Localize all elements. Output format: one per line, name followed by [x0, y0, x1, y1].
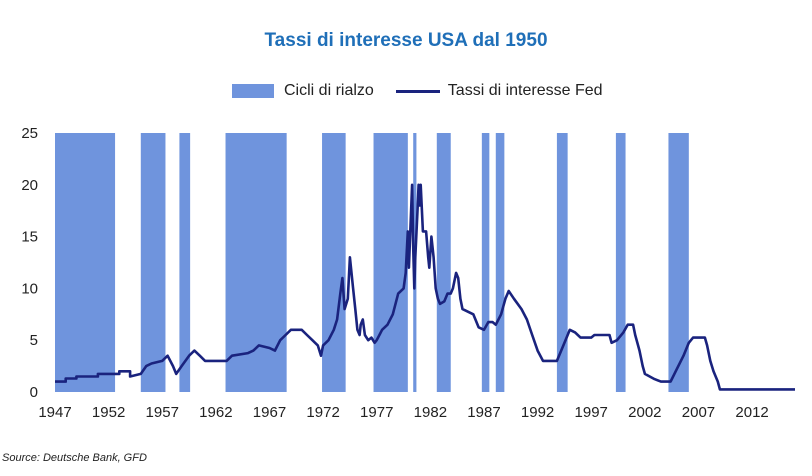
rialzo-period-11 — [615, 133, 626, 392]
y-tick-label-3: 15 — [21, 229, 38, 246]
legend-label-rialzo: Cicli di rialzo — [284, 82, 374, 99]
legend-label-fed: Tassi di interesse Fed — [447, 82, 603, 99]
rialzo-period-10 — [556, 133, 568, 392]
fed-rate-line — [55, 183, 795, 391]
rialzo-period-7 — [436, 133, 451, 392]
legend-swatch-rialzo — [232, 84, 274, 98]
shaded-periods-group — [55, 133, 689, 392]
rialzo-period-8 — [481, 133, 490, 392]
x-tick-label-1: 1952 — [92, 404, 125, 421]
source-note: Source: Deutsche Bank, GFD — [2, 452, 147, 464]
axis-ticks-group: 0 5 10 15 20 25 1947 1952 1957 1962 1967 1972 1977 19… — [21, 125, 768, 421]
x-tick-label-13: 2012 — [735, 404, 768, 421]
y-tick-label-0: 0 — [30, 384, 38, 401]
rialzo-period-3 — [225, 133, 287, 392]
x-tick-label-10: 1997 — [575, 404, 608, 421]
x-tick-label-9: 1992 — [521, 404, 554, 421]
x-tick-label-0: 1947 — [38, 404, 71, 421]
x-tick-label-11: 2002 — [628, 404, 661, 421]
y-tick-label-5: 25 — [21, 125, 38, 142]
x-tick-label-8: 1987 — [467, 404, 500, 421]
x-tick-label-4: 1967 — [253, 404, 286, 421]
rialzo-period-4 — [322, 133, 346, 392]
x-tick-label-5: 1972 — [306, 404, 339, 421]
rialzo-period-5 — [373, 133, 408, 392]
x-tick-label-12: 2007 — [682, 404, 715, 421]
x-tick-label-2: 1957 — [146, 404, 179, 421]
chart-title: Tassi di interesse USA dal 1950 — [264, 30, 548, 51]
rialzo-period-12 — [668, 133, 689, 392]
rialzo-period-1 — [140, 133, 166, 392]
rialzo-period-2 — [179, 133, 191, 392]
x-tick-label-3: 1962 — [199, 404, 232, 421]
y-tick-label-1: 5 — [30, 332, 38, 349]
chart-legend: Cicli di rialzo Tassi di interesse Fed — [232, 79, 603, 103]
x-tick-label-7: 1982 — [414, 404, 447, 421]
rialzo-period-9 — [495, 133, 505, 392]
y-tick-label-2: 10 — [21, 280, 38, 297]
x-tick-label-6: 1977 — [360, 404, 393, 421]
y-tick-label-4: 20 — [21, 177, 38, 194]
legend-swatch-fed — [395, 89, 440, 93]
rialzo-period-0 — [55, 133, 116, 392]
